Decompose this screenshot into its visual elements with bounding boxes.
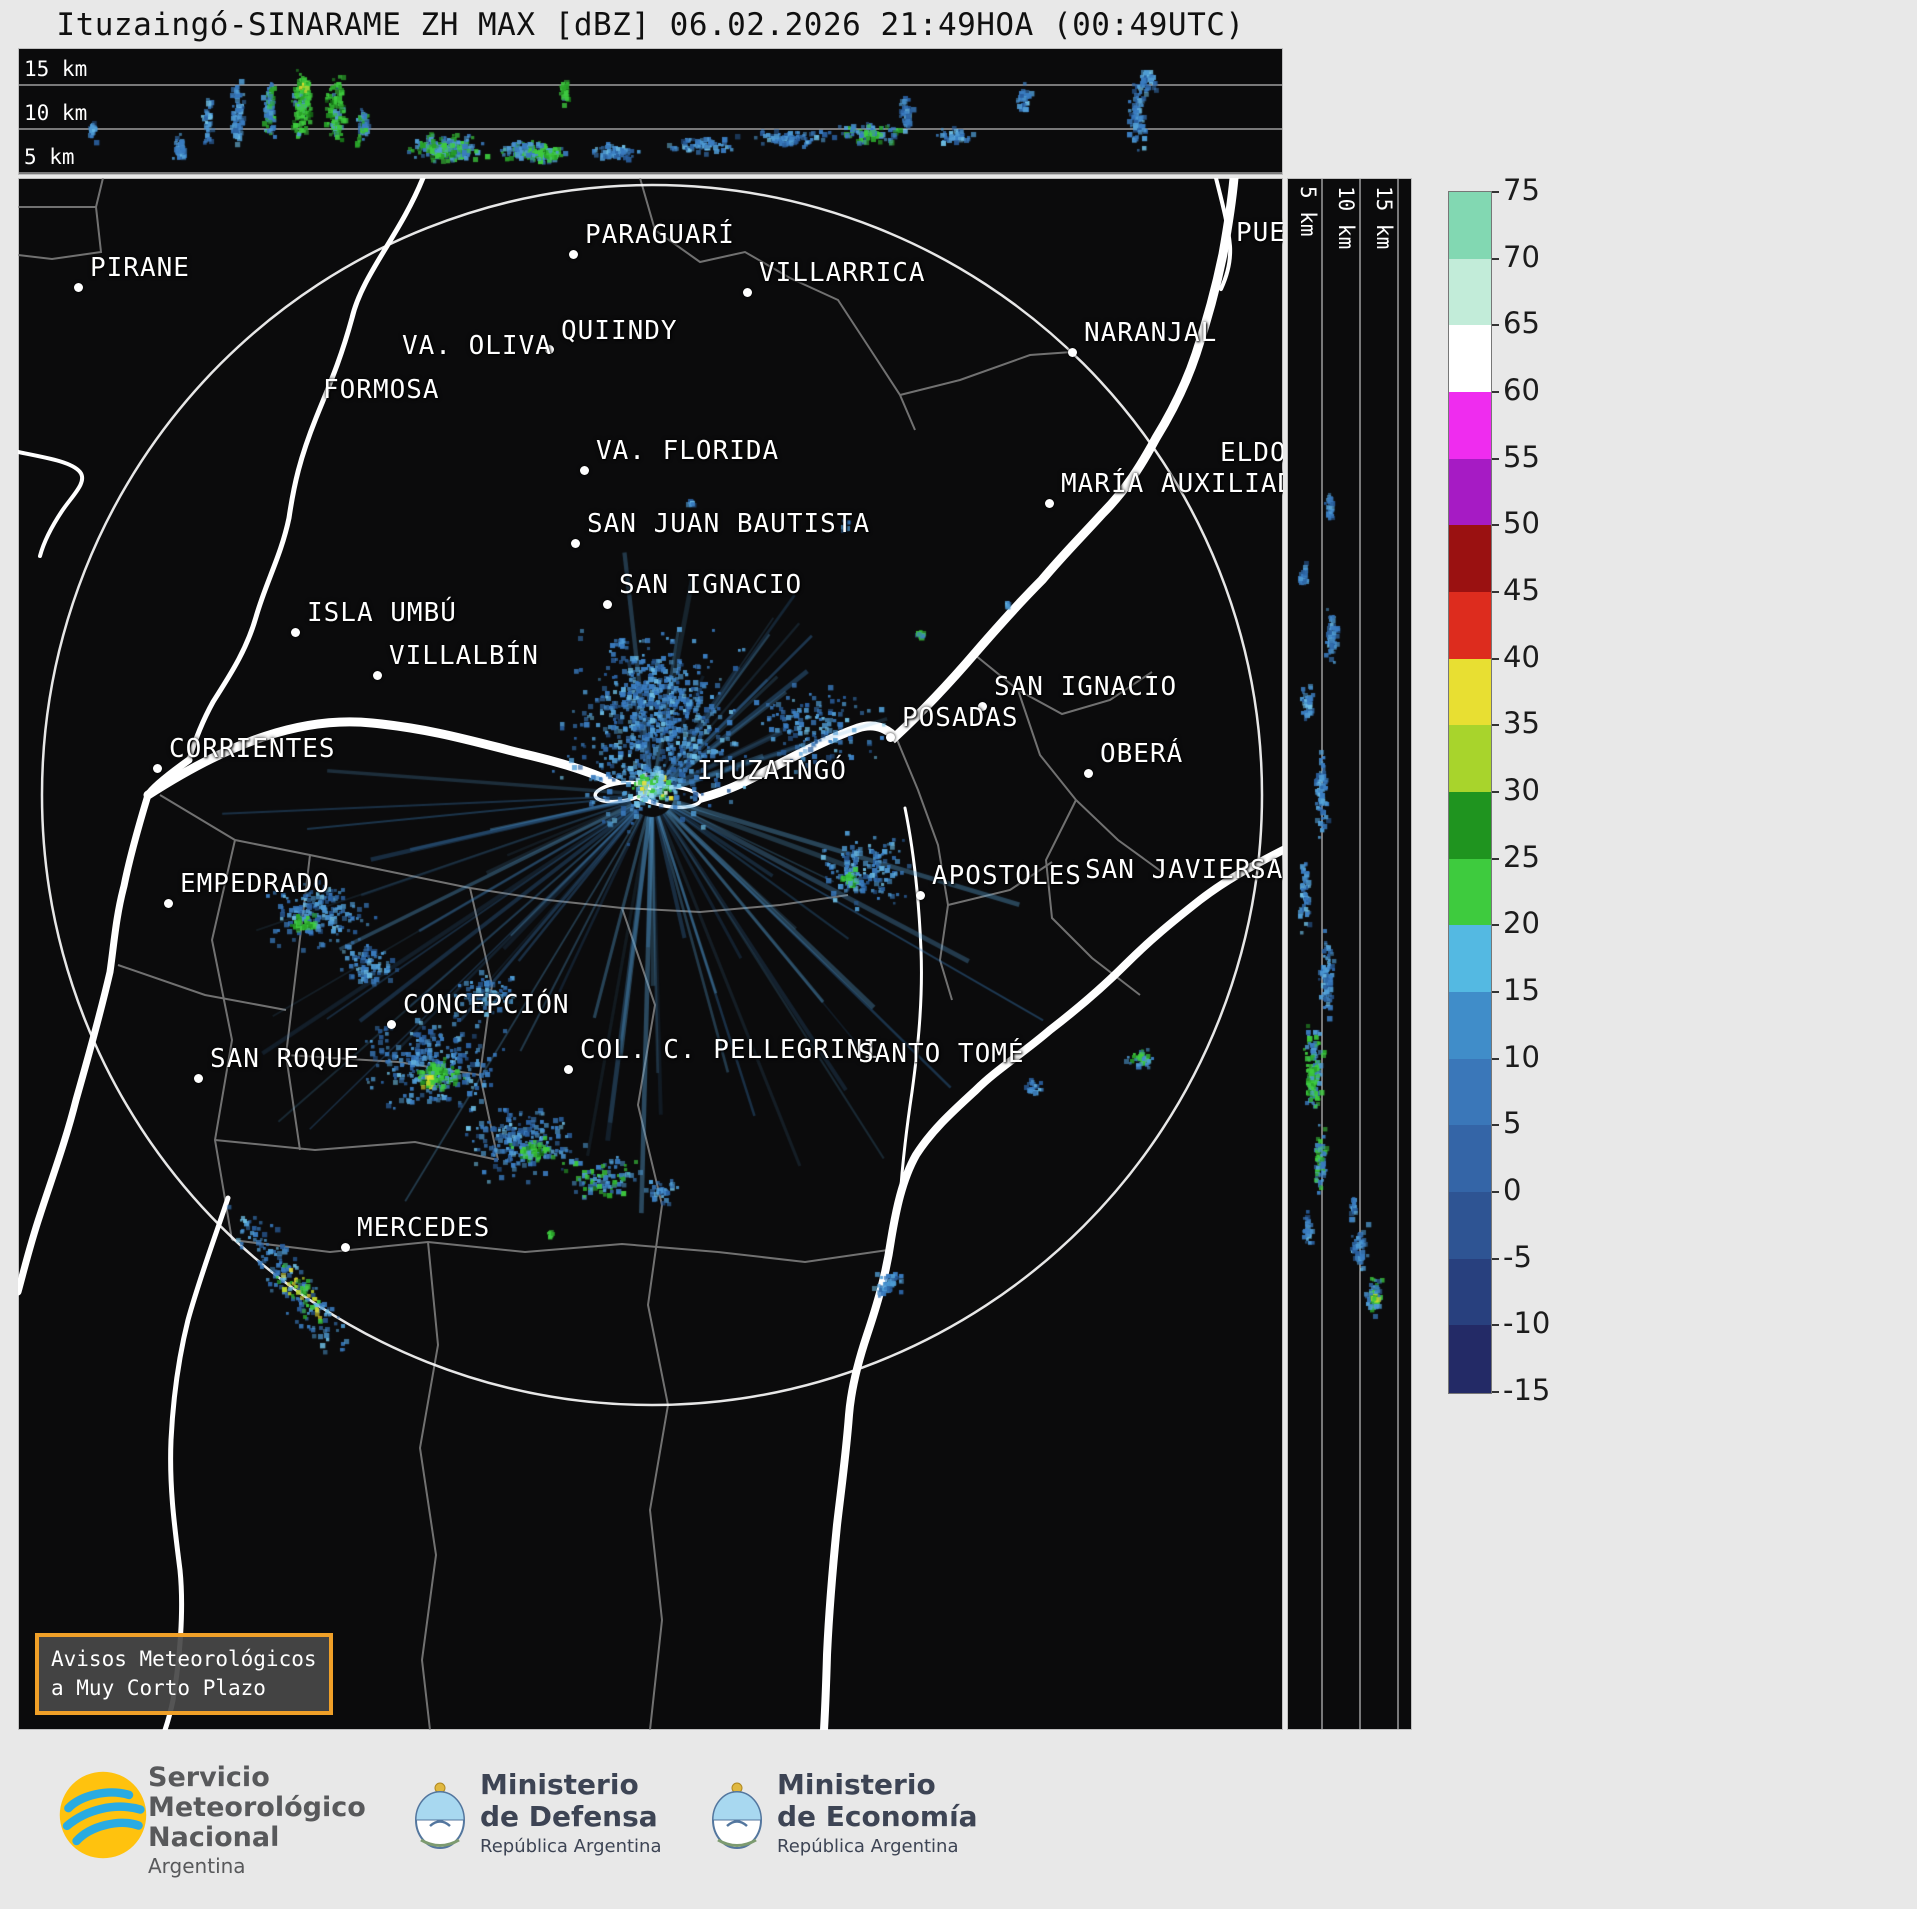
colorbar-tick-label: 55 <box>1503 439 1540 474</box>
smn-name-line3: Nacional <box>148 1822 280 1853</box>
colorbar-tick-label: 5 <box>1503 1106 1522 1141</box>
colorbar-tick-label: 60 <box>1503 373 1540 407</box>
colorbar-band <box>1449 858 1491 927</box>
colorbar-tick-label: 70 <box>1503 239 1540 274</box>
colorbar-band <box>1449 392 1491 460</box>
colorbar-tick-mark <box>1492 1057 1499 1060</box>
warning-notice-box: Avisos Meteorológicos a Muy Corto Plazo <box>35 1633 333 1715</box>
colorbar-tick-label: 35 <box>1503 706 1540 741</box>
colorbar-band <box>1449 1258 1491 1327</box>
colorbar-tick-label: 0 <box>1503 1173 1522 1207</box>
colorbar-band <box>1449 458 1491 527</box>
colorbar-tick-label: 50 <box>1503 506 1540 541</box>
colorbar-tick-mark <box>1492 991 1499 993</box>
colorbar-tick-label: 45 <box>1503 573 1540 607</box>
colorbar-band <box>1449 792 1491 860</box>
colorbar-tick-mark <box>1492 191 1499 193</box>
colorbar-tick-label: 40 <box>1503 639 1540 674</box>
page-title: Ituzaingó-SINARAME ZH MAX [dBZ] 06.02.20… <box>56 7 1245 43</box>
colorbar-band <box>1449 992 1491 1060</box>
colorbar-tick-mark <box>1492 391 1499 393</box>
colorbar-band <box>1449 658 1491 727</box>
colorbar-band <box>1449 1058 1491 1127</box>
dbz-colorbar <box>1448 191 1492 1394</box>
colorbar-tick-mark <box>1492 1324 1499 1327</box>
economia-subtitle: República Argentina <box>777 1836 959 1857</box>
colorbar-tick-label: 65 <box>1503 306 1540 341</box>
defensa-subtitle: República Argentina <box>480 1836 662 1857</box>
defensa-line2: de Defensa <box>480 1800 658 1833</box>
colorbar-tick-label: 15 <box>1503 973 1540 1007</box>
smn-name-line2: Meteorológico <box>148 1792 366 1823</box>
colorbar-tick-label: 30 <box>1503 773 1540 807</box>
colorbar-tick-mark <box>1492 524 1499 527</box>
smn-name-line1: Servicio <box>148 1762 270 1793</box>
colorbar-tick-label: -10 <box>1503 1306 1551 1341</box>
warning-notice-line1: Avisos Meteorológicos <box>51 1647 317 1671</box>
colorbar-tick-mark <box>1492 791 1499 793</box>
colorbar-band <box>1449 1125 1491 1193</box>
colorbar-band <box>1449 925 1491 993</box>
colorbar-tick-label: 10 <box>1503 1039 1540 1074</box>
colorbar-tick-label: 20 <box>1503 906 1540 941</box>
colorbar-band <box>1449 258 1491 327</box>
cross-section-right-panel <box>1287 178 1412 1730</box>
colorbar-tick-mark <box>1492 457 1499 460</box>
defensa-line1: Ministerio <box>480 1768 639 1801</box>
radar-map-panel <box>18 178 1283 1730</box>
colorbar-tick-mark <box>1492 591 1499 593</box>
colorbar-tick-mark <box>1492 1257 1499 1260</box>
colorbar-tick-label: -5 <box>1503 1239 1532 1274</box>
colorbar-band <box>1449 725 1491 793</box>
colorbar-tick-mark <box>1492 657 1499 660</box>
smn-country: Argentina <box>148 1854 246 1878</box>
cross-section-top-panel <box>18 48 1283 175</box>
colorbar-band <box>1449 1192 1491 1260</box>
colorbar-tick-mark <box>1492 1124 1499 1127</box>
colorbar-band <box>1449 192 1491 260</box>
smn-logo <box>59 1771 147 1859</box>
colorbar-tick-mark <box>1492 724 1499 727</box>
colorbar-band <box>1449 1325 1491 1393</box>
colorbar-tick-mark <box>1492 324 1499 327</box>
colorbar-tick-mark <box>1492 1191 1499 1193</box>
colorbar-tick-mark <box>1492 857 1499 860</box>
warning-notice-line2: a Muy Corto Plazo <box>51 1676 266 1700</box>
colorbar-tick-label: 25 <box>1503 839 1540 874</box>
colorbar-band <box>1449 525 1491 593</box>
colorbar-tick-mark <box>1492 1391 1499 1393</box>
colorbar-tick-mark <box>1492 924 1499 927</box>
colorbar-band <box>1449 592 1491 660</box>
economia-coat-of-arms-icon <box>712 1782 762 1849</box>
colorbar-tick-mark <box>1492 257 1499 260</box>
economia-line2: de Economía <box>777 1800 978 1833</box>
colorbar-tick-label: -15 <box>1503 1373 1551 1407</box>
colorbar-band <box>1449 325 1491 393</box>
footer-logo-bar: Servicio Meteorológico Nacional Argentin… <box>0 1730 1917 1909</box>
defensa-coat-of-arms-icon <box>415 1782 465 1849</box>
colorbar-tick-label: 75 <box>1503 173 1540 207</box>
economia-line1: Ministerio <box>777 1768 936 1801</box>
